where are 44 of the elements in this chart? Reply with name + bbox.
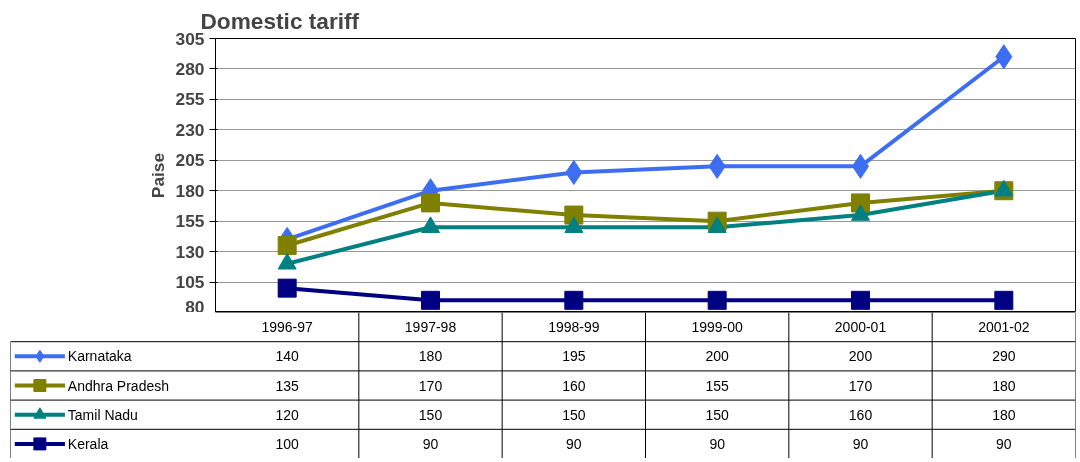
y-tick-label: 280 [175, 58, 205, 79]
data-label: 90 [566, 435, 582, 452]
y-tick-label: 105 [175, 272, 205, 293]
data-label: 290 [992, 348, 1016, 365]
x-tick-label: 1997-98 [404, 319, 457, 336]
data-label: 150 [562, 406, 586, 423]
data-label: 120 [275, 406, 300, 423]
data-label: 200 [705, 348, 730, 365]
data-label: 170 [418, 377, 443, 394]
y-tick-label: 230 [175, 119, 205, 140]
data-label: 180 [418, 348, 443, 365]
data-label: 90 [852, 435, 869, 452]
x-tick-label: 2000-01 [834, 319, 887, 336]
data-label: 200 [848, 348, 873, 365]
data-label: 150 [705, 406, 730, 423]
y-tick-label: 80 [185, 296, 205, 317]
data-label: 90 [709, 435, 726, 452]
data-label: 100 [275, 435, 300, 452]
data-label: 90 [422, 435, 439, 452]
data-label: 180 [992, 377, 1016, 394]
y-axis-title: Paise [147, 152, 168, 199]
data-label: 180 [992, 406, 1016, 423]
data-label: 170 [848, 377, 873, 394]
data-label: 195 [562, 348, 586, 365]
y-tick-label: 155 [175, 211, 205, 232]
y-tick-label: 205 [175, 150, 205, 171]
y-tick-label: 255 [175, 89, 205, 110]
legend-label: Karnataka [67, 348, 132, 365]
legend-label: Kerala [67, 435, 109, 452]
x-tick-label: 1999-00 [691, 319, 744, 336]
data-label: 160 [848, 406, 873, 423]
data-label: 90 [996, 435, 1012, 452]
y-tick-label: 180 [175, 180, 205, 201]
x-tick-label: 1996-97 [261, 319, 314, 336]
legend-label: Andhra Pradesh [67, 377, 170, 394]
data-label: 155 [705, 377, 730, 394]
data-label: 140 [275, 348, 300, 365]
y-tick-label: 130 [175, 241, 205, 262]
x-tick-label: 2001-02 [978, 319, 1030, 336]
x-tick-label: 1998-99 [548, 319, 600, 336]
data-label: 160 [562, 377, 586, 394]
data-label: 135 [275, 377, 300, 394]
legend-label: Tamil Nadu [67, 406, 138, 423]
data-label: 150 [418, 406, 443, 423]
